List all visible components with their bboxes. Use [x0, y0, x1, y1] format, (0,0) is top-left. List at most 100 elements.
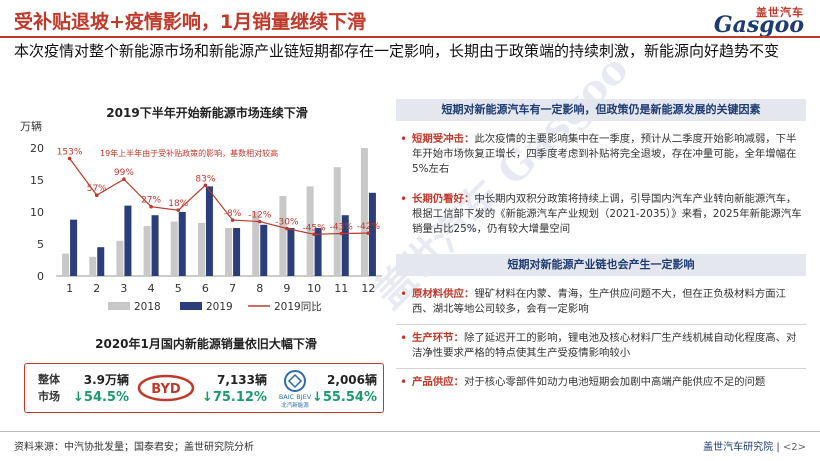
bar-2019-9 — [287, 228, 295, 276]
bar-2019-1 — [70, 219, 78, 276]
byd-sales: 7,133辆 ↓75.12% — [197, 371, 267, 405]
yoy-point-11 — [339, 231, 344, 236]
title-divider — [0, 36, 820, 38]
y-tick-label: 0 — [37, 270, 44, 283]
yoy-point-7 — [230, 218, 235, 222]
y-axis-label: 万辆 — [20, 119, 42, 133]
logo-cn-text: 盖世汽车 — [756, 6, 804, 19]
yoy-label-5: 18% — [168, 199, 188, 209]
x-tick-label: 11 — [334, 282, 348, 295]
yoy-point-12 — [366, 231, 371, 235]
yoy-point-10 — [312, 232, 316, 237]
footer-divider — [0, 431, 820, 432]
bar-2019-12 — [368, 192, 376, 276]
panel2-bullet1-text: 锂矿材料在内蒙、青海，生产供应问题不大，但在正负极材料方面江西、湖北等地公司较多… — [412, 288, 787, 315]
panel2-bullet-materials: 原材料供应：锂矿材料在内蒙、青海，生产供应问题不大，但在正负极材料方面江西、湖北… — [400, 287, 804, 317]
watermark: 盖世汽车 Gasgoo — [365, 45, 638, 318]
panel2-header: 短期对新能源产业链也会产生一定影响 — [396, 254, 806, 276]
yoy-point-2 — [94, 193, 99, 198]
y-tick-label: 10 — [30, 206, 44, 219]
yoy-point-1 — [67, 156, 72, 161]
bar-2018-11 — [333, 167, 341, 276]
bar-2018-1 — [62, 253, 70, 276]
page-subtitle: 本次疫情对整个新能源市场和新能源产业链短期都存在一定影响，长期由于政策端的持续刺… — [14, 42, 780, 60]
x-tick-label: 7 — [229, 282, 236, 295]
panel1-bullet1-text: 此次疫情的主要影响集中在一季度，预计从二季度开始影响减弱，下半年开始市场恢复正增… — [412, 133, 797, 175]
yoy-label-4: 27% — [141, 196, 161, 206]
panel1-header: 短期对新能源汽车有一定影响，但政策仍是新能源发展的关键因素 — [396, 99, 806, 121]
legend-swatch-2019 — [180, 302, 202, 310]
chart-annotation: 19年上半年由于受补贴政策的影响，基数相对较高 — [100, 148, 278, 158]
yoy-label-9: -30% — [275, 218, 299, 228]
bar-2018-9 — [279, 196, 287, 276]
yoy-label-12: -42% — [357, 222, 381, 232]
overall-value: 3.9万辆 — [83, 373, 129, 387]
panel2-divider-2 — [396, 368, 806, 369]
bar-2018-7 — [225, 228, 233, 276]
panel1-bullet1-key: 短期受冲击： — [412, 133, 475, 145]
bar-2019-6 — [205, 186, 213, 276]
byd-change: ↓75.12% — [201, 390, 267, 405]
bar-2019-7 — [233, 228, 241, 276]
legend-label-1: 2019 — [206, 301, 233, 313]
bjev-logo-en: BAIC BJEV — [279, 393, 312, 401]
byd-logo-text: BYD — [151, 382, 181, 397]
x-tick-label: 5 — [175, 282, 182, 295]
bar-2018-6 — [197, 222, 205, 276]
x-tick-label: 12 — [361, 282, 375, 295]
panel2-bullet2-key: 生产环节： — [412, 332, 464, 344]
bar-2019-8 — [260, 224, 268, 276]
y-tick-label: 20 — [30, 142, 44, 155]
bar-2019-2 — [97, 247, 105, 276]
x-tick-label: 8 — [256, 282, 263, 295]
bar-2018-4 — [143, 226, 151, 276]
x-tick-label: 2 — [93, 282, 100, 295]
bar-2018-10 — [306, 186, 314, 276]
panel2-bullet3-key: 产品供应： — [412, 376, 464, 388]
logo-en-text: Gasgoo — [713, 12, 804, 38]
yoy-point-5 — [176, 208, 181, 212]
page-number: <2> — [782, 442, 806, 453]
bar-2018-8 — [252, 212, 260, 276]
bjev-value: 2,006辆 — [327, 373, 377, 387]
overall-label-line2: 市场 — [38, 390, 60, 403]
bar-2019-4 — [151, 215, 159, 276]
yoy-label-10: -45% — [302, 223, 326, 233]
bar-2018-3 — [116, 240, 124, 276]
chart-title: 2019下半年开始新能源市场连续下滑 — [106, 106, 308, 120]
footer-org-name: 盖世汽车研究院 — [703, 442, 774, 453]
yoy-label-8: -12% — [248, 211, 272, 221]
sales-summary-box: 整体 市场 3.9万辆 ↓54.5% BYD 7,133辆 ↓75.12% BA… — [24, 363, 384, 413]
panel1-bullet-short-term: 短期受冲击：此次疫情的主要影响集中在一季度，预计从二季度开始影响减弱，下半年开始… — [400, 132, 804, 177]
x-tick-label: 9 — [283, 282, 290, 295]
bjev-change: ↓55.54% — [311, 390, 377, 405]
footer-org: 盖世汽车研究院 | <2> — [703, 442, 806, 453]
yoy-label-7: -8% — [224, 209, 242, 219]
x-tick-label: 6 — [202, 282, 209, 295]
yoy-point-8 — [257, 219, 262, 224]
y-tick-label: 15 — [30, 174, 44, 187]
x-tick-label: 4 — [148, 282, 155, 295]
yoy-point-4 — [149, 204, 153, 209]
byd-logo: BYD — [137, 374, 195, 402]
yoy-label-6: 83% — [195, 174, 215, 184]
byd-value: 7,133辆 — [217, 373, 267, 387]
yoy-line — [69, 158, 369, 235]
sales-title: 2020年1月国内新能源销量依旧大幅下滑 — [95, 337, 317, 351]
bar-2019-5 — [178, 212, 186, 276]
y-tick-label: 5 — [37, 238, 44, 251]
bjev-sales: 2,006辆 ↓55.54% — [305, 371, 377, 405]
panel1-bullet-long-term: 长期仍看好：中长期内双积分政策将持续上调，引导国内汽车产业转向新能源汽车，根据工… — [400, 192, 804, 237]
bar-2019-11 — [341, 215, 349, 276]
panel1-bullet2-text: 中长期内双积分政策将持续上调，引导国内汽车产业转向新能源汽车，根据工信部下发的《… — [412, 193, 802, 235]
legend-swatch-2018 — [108, 302, 130, 310]
gasgoo-logo: 盖世汽车 Gasgoo — [658, 4, 808, 38]
yoy-label-11: -43% — [330, 222, 354, 232]
legend-label-0: 2018 — [134, 301, 161, 313]
panel2-bullet3-text: 对于核心零部件如动力电池短期会加剧中高端产能供应不足的问题 — [463, 376, 766, 388]
yoy-point-3 — [122, 177, 126, 181]
x-tick-label: 3 — [120, 282, 127, 295]
legend-label-2: 2019同比 — [274, 300, 322, 313]
bar-2018-5 — [170, 221, 178, 276]
